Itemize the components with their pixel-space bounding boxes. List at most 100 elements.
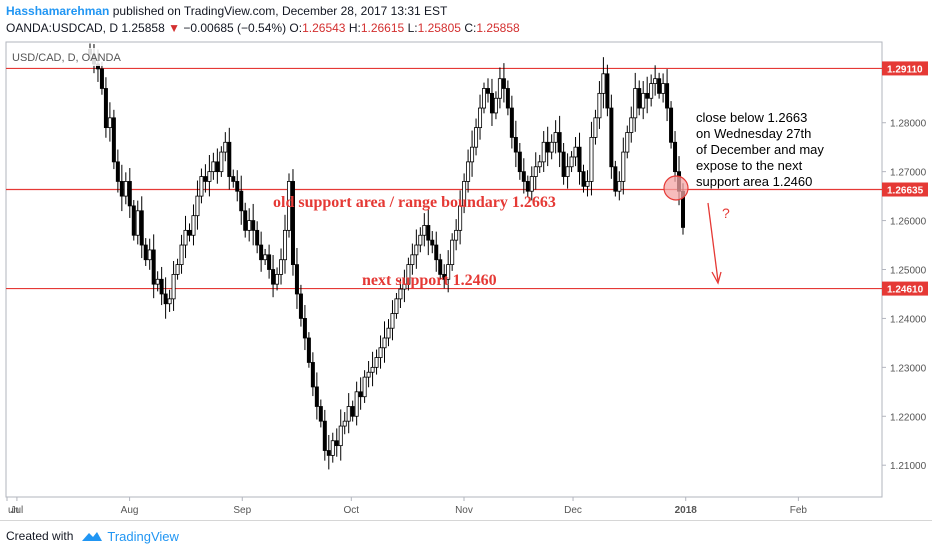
candle-body [163, 293, 168, 305]
candle-body [195, 195, 200, 217]
next-support-label: next support 1.2460 [362, 272, 497, 289]
candle-body [625, 132, 630, 153]
candle-body [513, 137, 518, 153]
candle-body [442, 273, 447, 280]
candle-body [378, 347, 383, 358]
candle-body [673, 141, 678, 173]
candle-body [155, 278, 160, 285]
candle-body [430, 239, 435, 246]
candle-body [565, 166, 570, 177]
candle-body [485, 88, 490, 94]
candle-body [251, 220, 256, 231]
open-value: 1.26543 [302, 21, 346, 35]
candle-body [223, 141, 228, 153]
candle-body [390, 313, 395, 329]
price-axis[interactable]: 1.21000 1.22000 1.23000 1.24000 1.25000 1.260… [882, 119, 927, 472]
candle-body [139, 210, 144, 246]
created-with-text: Created with [6, 529, 74, 543]
candle-body [398, 288, 403, 300]
note-line-2: on Wednesday 27th [696, 126, 811, 141]
candle-body [438, 259, 443, 275]
price-tick-label: 1.25000 [890, 266, 927, 277]
note-line-3: of December and may [696, 142, 824, 157]
candle-body [665, 83, 670, 109]
candle-body [585, 181, 590, 187]
candle-body [227, 141, 232, 177]
tradingview-brand[interactable]: TradingView [107, 528, 179, 544]
candle-body [366, 371, 371, 378]
candle-body [653, 78, 658, 84]
candle-body [661, 83, 666, 94]
chart-area[interactable]: 1.21000 1.22000 1.23000 1.24000 1.25000 1.260… [0, 40, 932, 520]
level-price-label: 1.29110 [887, 64, 923, 75]
candle-body [621, 151, 626, 182]
time-tick-label: Sep [233, 505, 251, 516]
candle-body [613, 166, 618, 192]
candle-body [478, 107, 483, 129]
candle-body [589, 137, 594, 182]
close-value: 1.25858 [476, 21, 520, 35]
author-name[interactable]: Hasshamarehman [6, 4, 110, 18]
question-mark: ? [722, 205, 730, 221]
note-block: close below 1.2663 on Wednesday 27th of … [696, 110, 824, 189]
candle-body [410, 254, 415, 266]
candle-body [446, 264, 451, 280]
horizontal-levels[interactable]: 1.29110 1.26635 1.24610 [6, 61, 928, 296]
candle-body [418, 234, 423, 246]
candle-body [294, 264, 299, 295]
candle-body [474, 127, 479, 148]
candle-body [593, 117, 598, 138]
price-tick-label: 1.28000 [890, 119, 927, 130]
level-price-label: 1.24610 [887, 285, 924, 296]
candle-body [386, 327, 391, 339]
candle-body [358, 391, 363, 398]
candle-body [657, 78, 662, 94]
candle-body [354, 391, 359, 417]
candle-body [466, 161, 471, 182]
candle-body [338, 425, 343, 447]
candle-body [470, 146, 475, 163]
candle-body [406, 264, 411, 285]
candle-body [641, 92, 646, 109]
level-price-label: 1.26635 [887, 186, 924, 197]
candle-body [458, 205, 463, 231]
candle-body [215, 161, 220, 173]
candle-body [203, 176, 208, 182]
candle-body [509, 107, 514, 138]
tradingview-logo-icon[interactable] [81, 530, 103, 542]
candle-body [326, 450, 331, 456]
candle-body [545, 141, 550, 153]
price-chart[interactable]: 1.21000 1.22000 1.23000 1.24000 1.25000 1.260… [0, 40, 932, 520]
candle-body [561, 151, 566, 177]
candle-body [569, 156, 574, 168]
highlight-circle[interactable] [663, 175, 689, 201]
candle-body [183, 229, 188, 246]
time-tick-label: Feb [790, 505, 808, 516]
price-tick-label: 1.21000 [890, 461, 927, 472]
candle-body [382, 337, 387, 349]
candle-body [119, 181, 124, 197]
candle-body [151, 249, 156, 285]
candle-body [609, 107, 614, 168]
candle-body [243, 210, 248, 231]
candle-body [501, 78, 506, 89]
candle-body [629, 117, 634, 133]
candle-body [505, 88, 510, 109]
candle-body [394, 298, 399, 314]
time-tick-label: Jul [11, 505, 24, 516]
candle-body [601, 73, 606, 94]
down-arrow-line[interactable] [707, 202, 719, 282]
candle-body [669, 107, 674, 143]
candle-body [171, 273, 176, 300]
candle-body [107, 117, 112, 129]
range-boundary-label: old support area / range boundary 1.2663 [273, 194, 556, 211]
candle-body [533, 166, 538, 177]
note-line-1: close below 1.2663 [696, 110, 807, 125]
candle-body [271, 269, 276, 285]
candle-body [283, 229, 288, 261]
candle-body [259, 244, 264, 261]
candle-body [179, 244, 184, 266]
candle-body [422, 225, 427, 236]
candle-body [318, 406, 323, 422]
